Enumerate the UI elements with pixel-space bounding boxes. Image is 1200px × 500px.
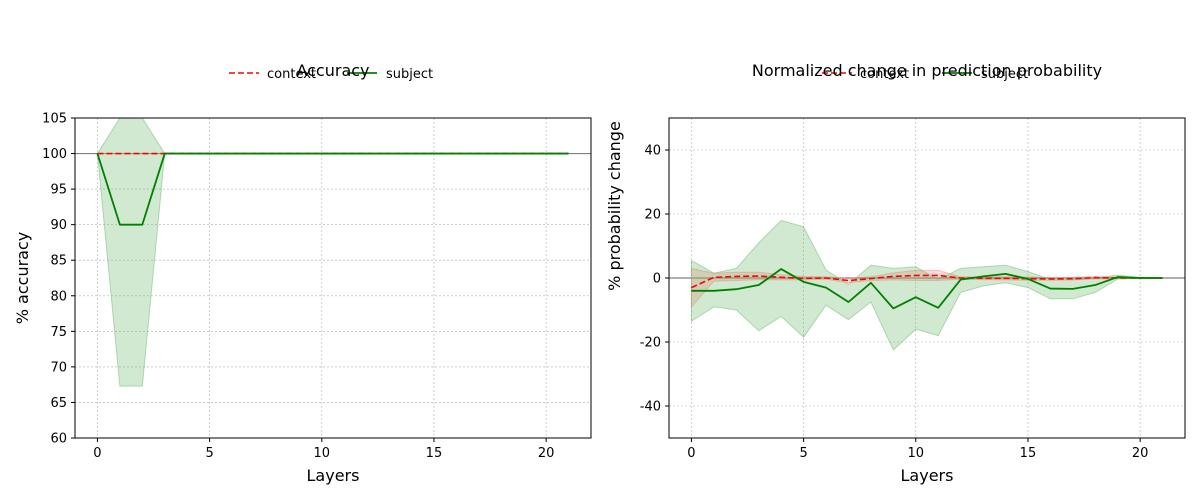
probability-change-chart: 0 5 10 15 20 -40 -20 0 20 40 Layers % probabilit… <box>605 61 1186 485</box>
accuracy-subject-band <box>96 117 569 387</box>
accuracy-y-ticks: 60 65 70 75 80 85 90 95 100 105 <box>42 112 75 447</box>
accuracy-legend-context-label: context <box>267 67 316 82</box>
accuracy-legend: context subject <box>229 67 433 82</box>
probability-title: Normalized change in prediction probabil… <box>752 61 1102 80</box>
accuracy-y-tick-label: 65 <box>50 396 67 411</box>
probability-legend-context-label: context <box>860 67 909 82</box>
accuracy-bands <box>96 117 569 387</box>
probability-x-tick-label: 10 <box>908 446 925 461</box>
accuracy-y-tick-label: 75 <box>50 325 67 340</box>
probability-y-tick-label: 40 <box>644 144 661 159</box>
accuracy-y-tick-label: 105 <box>42 112 67 127</box>
accuracy-y-tick-label: 100 <box>42 147 67 162</box>
probability-x-tick-label: 5 <box>799 446 807 461</box>
probability-y-ticks: -40 -20 0 20 40 <box>640 144 669 415</box>
accuracy-series-lines <box>96 152 569 226</box>
probability-subject-line <box>691 268 1163 310</box>
probability-series-lines <box>691 268 1163 310</box>
accuracy-y-tick-label: 60 <box>50 432 67 447</box>
probability-legend: context subject <box>822 67 1028 82</box>
accuracy-x-tick-label: 0 <box>93 446 101 461</box>
accuracy-x-tick-label: 20 <box>538 446 555 461</box>
probability-x-ticks: 0 5 10 15 20 <box>687 438 1148 461</box>
probability-y-tick-label: -20 <box>640 336 661 351</box>
probability-legend-subject-label: subject <box>981 67 1028 82</box>
accuracy-y-axis-label: % accuracy <box>13 232 32 324</box>
accuracy-x-tick-label: 5 <box>205 446 213 461</box>
accuracy-y-tick-label: 85 <box>50 254 67 269</box>
accuracy-x-axis-label: Layers <box>307 466 360 485</box>
probability-context-line <box>691 274 1163 289</box>
accuracy-y-tick-label: 70 <box>50 360 67 375</box>
accuracy-title: Accuracy <box>296 61 369 80</box>
accuracy-legend-subject-label: subject <box>386 67 433 82</box>
probability-x-tick-label: 15 <box>1020 446 1037 461</box>
accuracy-y-tick-label: 90 <box>50 218 67 233</box>
accuracy-subject-line <box>96 152 569 226</box>
accuracy-chart: 0 5 10 15 20 60 65 70 75 80 85 90 95 100 105 Layers %… <box>13 61 592 485</box>
probability-x-tick-label: 0 <box>687 446 695 461</box>
probability-x-axis-label: Layers <box>901 466 954 485</box>
accuracy-y-tick-label: 95 <box>50 183 67 198</box>
accuracy-plot-frame <box>74 117 592 439</box>
accuracy-x-ticks: 0 5 10 15 20 <box>93 438 554 461</box>
accuracy-y-tick-label: 80 <box>50 289 67 304</box>
probability-x-tick-label: 20 <box>1132 446 1149 461</box>
accuracy-x-tick-label: 10 <box>314 446 331 461</box>
probability-y-axis-label: % probability change <box>605 121 624 291</box>
accuracy-x-tick-label: 15 <box>426 446 443 461</box>
probability-y-tick-label: 0 <box>653 272 661 287</box>
probability-y-tick-label: -40 <box>640 400 661 415</box>
probability-y-tick-label: 20 <box>644 208 661 223</box>
